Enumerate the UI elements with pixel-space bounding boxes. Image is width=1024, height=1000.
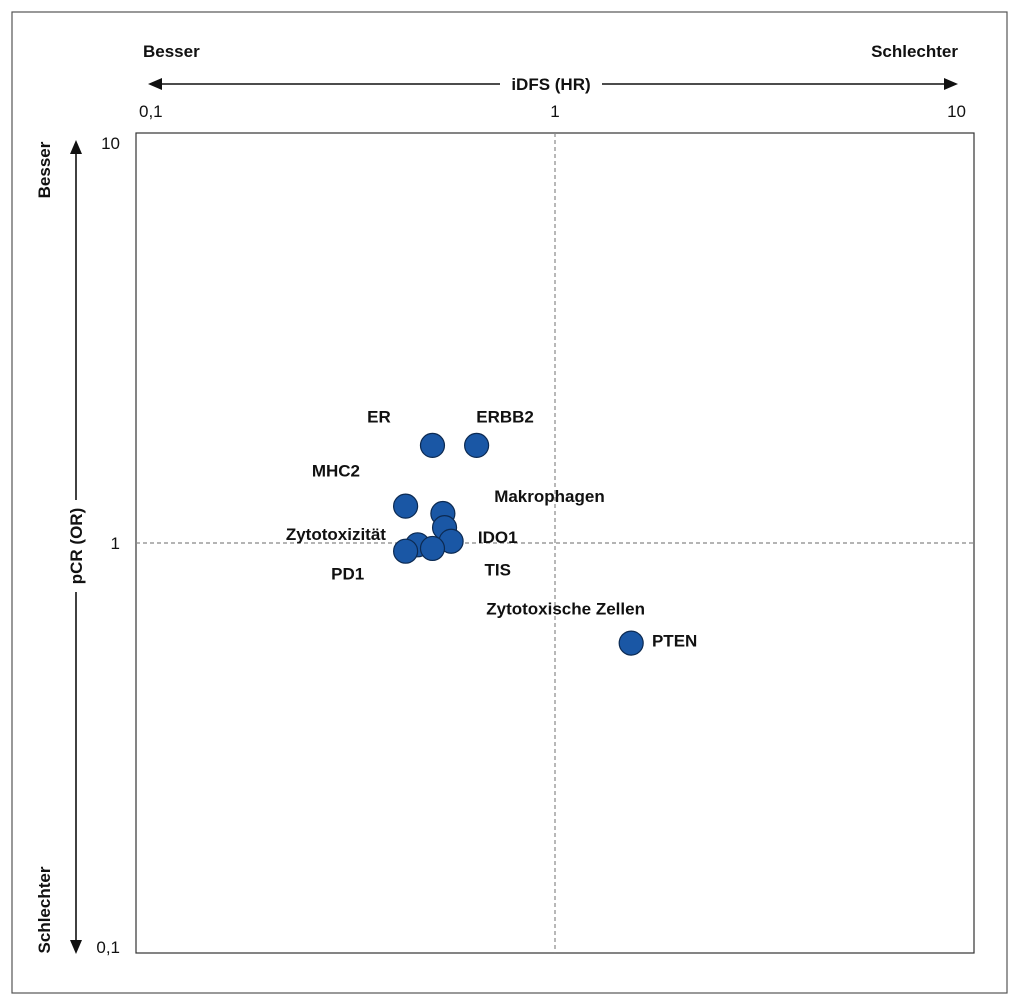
x-axis-better-label: Besser xyxy=(143,42,200,61)
point-label: MHC2 xyxy=(312,461,360,480)
point-label: Zytotoxizität xyxy=(286,525,386,544)
y-tick-labels: 10 1 0,1 xyxy=(96,134,120,957)
data-point xyxy=(419,535,446,562)
point-label: PTEN xyxy=(652,631,697,650)
point-label: Zytotoxische Zellen xyxy=(486,600,645,619)
x-tick-label: 0,1 xyxy=(139,102,163,121)
y-axis-arrow-down-head xyxy=(70,940,82,954)
point-label: ER xyxy=(367,407,391,426)
outer-frame xyxy=(11,11,1008,994)
y-tick-label: 1 xyxy=(111,534,120,553)
x-axis-arrow-left-head xyxy=(148,78,162,90)
x-axis-title: iDFS (HR) xyxy=(511,75,590,94)
x-tick-label: 1 xyxy=(550,102,559,121)
data-point xyxy=(618,630,644,656)
y-axis-worse-label: Schlechter xyxy=(35,866,54,953)
y-axis-better-label: Besser xyxy=(35,141,54,198)
x-tick-labels: 0,1 1 10 xyxy=(139,102,966,121)
y-axis-title: pCR (OR) xyxy=(67,508,86,584)
y-tick-label: 0,1 xyxy=(96,938,120,957)
y-tick-label: 10 xyxy=(101,134,120,153)
x-axis-worse-label: Schlechter xyxy=(871,42,958,61)
data-points xyxy=(393,432,644,656)
data-point xyxy=(393,493,419,519)
data-point xyxy=(419,432,446,459)
x-tick-label: 10 xyxy=(947,102,966,121)
point-label: Makrophagen xyxy=(494,487,605,506)
point-label: IDO1 xyxy=(478,528,518,547)
y-axis-arrow-up-head xyxy=(70,140,82,154)
x-axis-arrow-right-head xyxy=(944,78,958,90)
point-labels: ER ERBB2 MHC2 Makrophagen Zytotoxizität IDO1 T… xyxy=(286,407,697,650)
data-point xyxy=(393,538,419,564)
point-label: ERBB2 xyxy=(476,407,534,426)
data-point xyxy=(464,432,490,459)
point-label: PD1 xyxy=(331,565,364,584)
point-label: TIS xyxy=(485,560,511,579)
